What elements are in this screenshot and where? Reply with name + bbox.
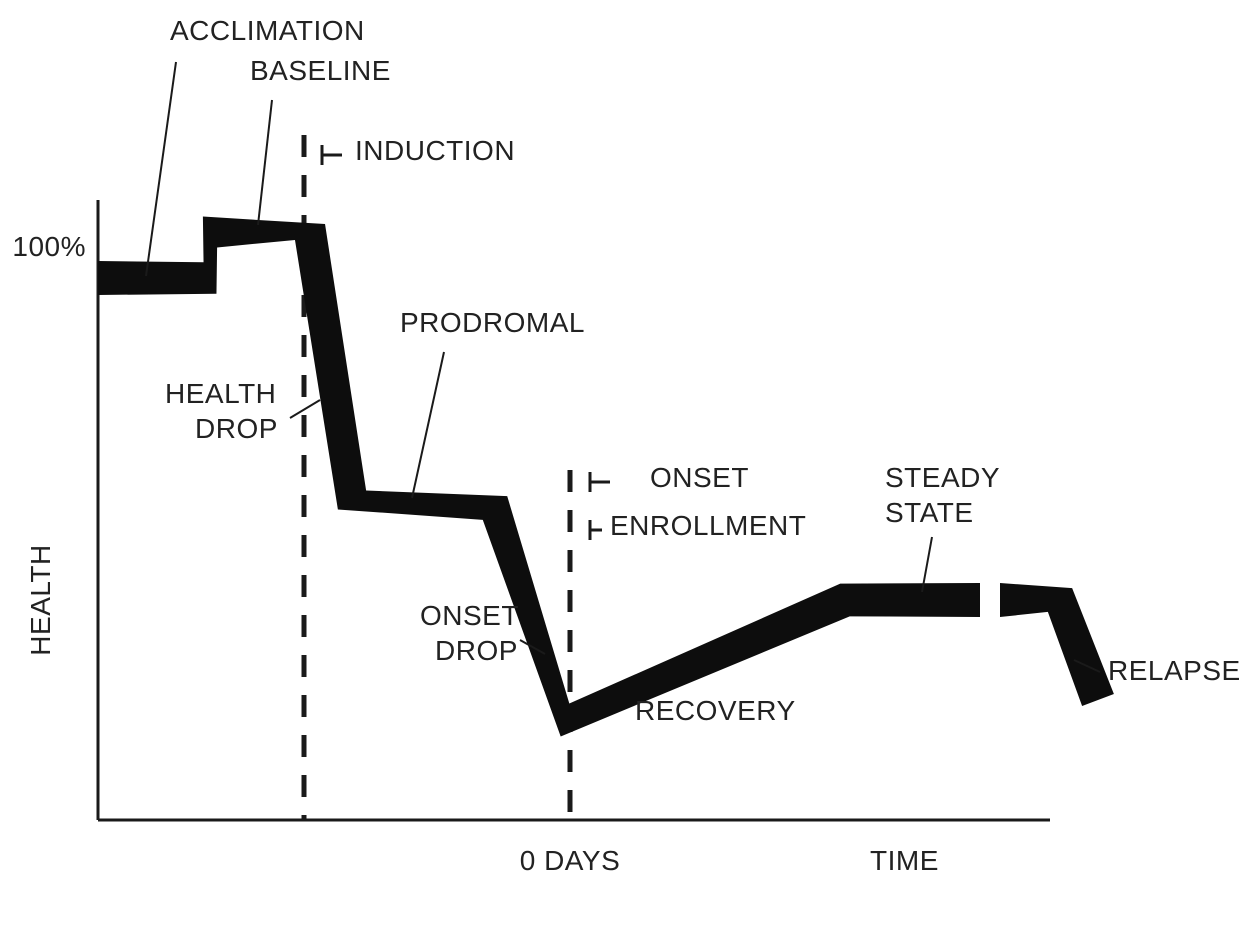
label-onset: ONSET [650,462,749,493]
label-prodromal: PRODROMAL [400,307,585,338]
label-onset-drop1: ONSET [420,600,519,631]
label-onset-drop2: DROP [435,635,518,666]
label-baseline: BASELINE [250,55,391,86]
chart-background [0,0,1240,942]
label-health-drop1: HEALTH [165,378,276,409]
label-induction: INDUCTION [355,135,515,166]
label-relapse: RELAPSE [1108,655,1240,686]
label-steady1: STEADY [885,462,1000,493]
label-enrollment: ENROLLMENT [610,510,806,541]
label-recovery: RECOVERY [635,695,796,726]
x-tick-0days: 0 DAYS [520,845,621,876]
label-health-drop2: DROP [195,413,278,444]
x-axis-label: TIME [870,845,939,876]
label-steady2: STATE [885,497,974,528]
y-axis-label: HEALTH [25,544,56,655]
label-acclimation: ACCLIMATION [170,15,365,46]
y-tick-100: 100% [12,231,86,262]
